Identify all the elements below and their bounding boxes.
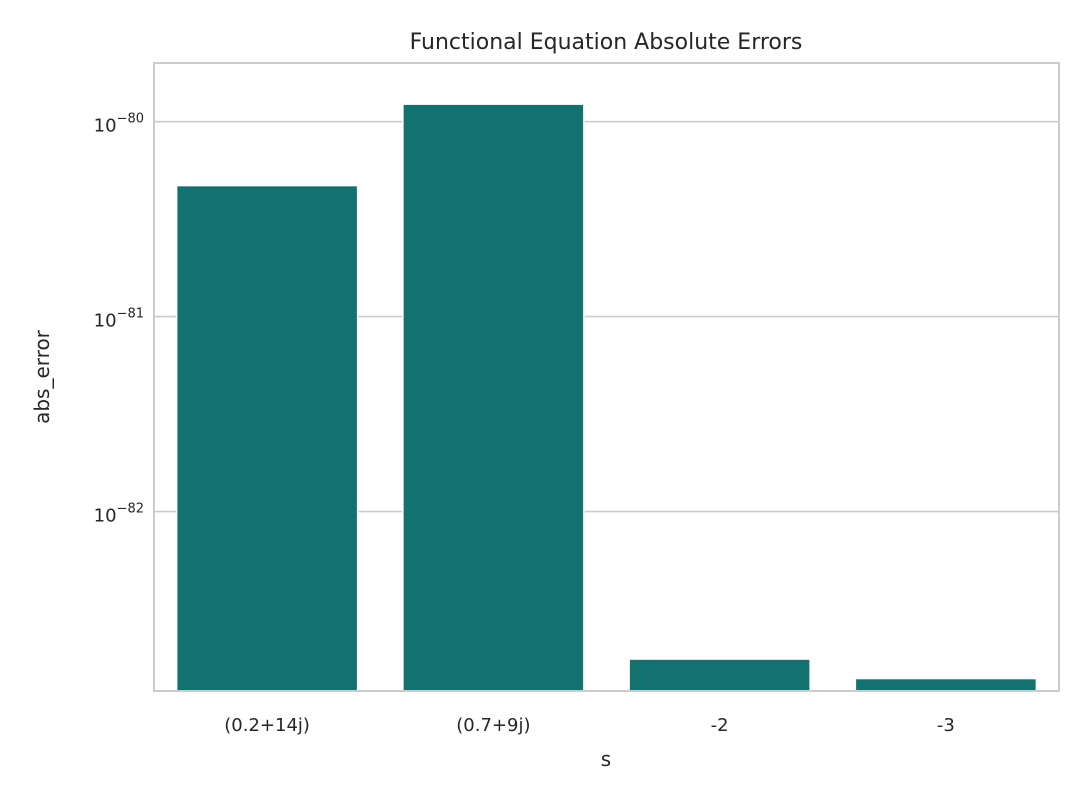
x-axis-label: s: [601, 747, 611, 771]
y-tick-label: 10−80: [94, 112, 144, 137]
x-tick-label: -3: [937, 715, 955, 736]
plot-frame: [153, 62, 1060, 692]
y-axis-label: abs_error: [30, 329, 54, 424]
bars: [175, 103, 1038, 692]
y-tick-labels: 10−80 10−81 10−82: [94, 112, 144, 527]
x-tick-label: (0.7+9j): [456, 715, 530, 736]
bar: [175, 184, 359, 692]
y-tick-label: 10−81: [94, 307, 144, 332]
chart-title: Functional Equation Absolute Errors: [410, 30, 803, 55]
x-tick-label: (0.2+14j): [224, 715, 310, 736]
bar: [854, 677, 1038, 692]
x-tick-labels: (0.2+14j) (0.7+9j) -2 -3: [224, 715, 955, 736]
y-tick-label: 10−82: [94, 502, 144, 527]
x-tick-label: -2: [711, 715, 729, 736]
bar: [628, 658, 811, 692]
bar: [402, 103, 585, 692]
